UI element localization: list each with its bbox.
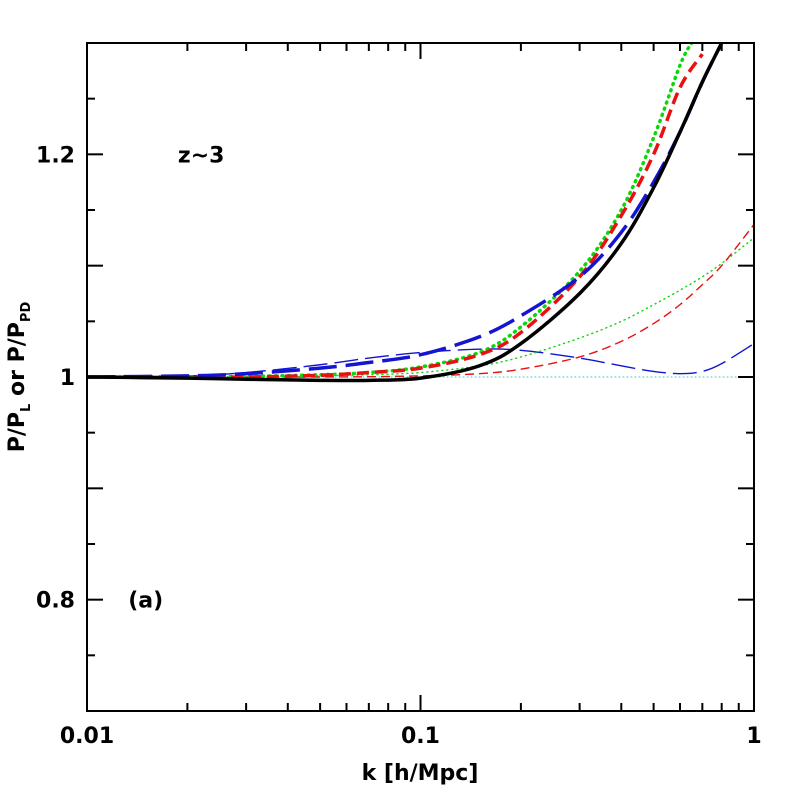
x-tick-label: 1 <box>746 724 761 749</box>
y-axis-label-part-1: P/P <box>5 412 30 452</box>
series-layer <box>87 43 754 383</box>
y-tick-label: 1.2 <box>36 143 75 168</box>
y-tick-label: 0.8 <box>36 589 75 614</box>
y-tick-label: 1 <box>60 366 75 391</box>
series-line-1 <box>87 43 694 379</box>
y-axis-label: P/PL or P/PPD <box>5 302 34 453</box>
x-tick-label: 0.1 <box>401 724 440 749</box>
series-line-4 <box>87 43 724 383</box>
x-axis-label: k [h/Mpc] <box>362 761 479 786</box>
annotation: z~3 <box>178 143 225 168</box>
annotation: (a) <box>128 589 163 614</box>
label-layer: 0.01 0.1 1 0.8 1 1.2 <box>36 143 762 749</box>
series-line-2 <box>87 53 704 379</box>
annotation-layer: z~3 (a) <box>128 143 224 613</box>
series-line-5 <box>87 343 754 378</box>
y-axis-label-part-2: or P/P <box>5 322 30 404</box>
series-line-7 <box>87 224 754 378</box>
y-axis-label-sub-2: PD <box>19 302 34 323</box>
x-tick-label: 0.01 <box>60 724 114 749</box>
y-axis-label-sub-1: L <box>19 404 34 412</box>
plot-frame <box>86 42 755 712</box>
